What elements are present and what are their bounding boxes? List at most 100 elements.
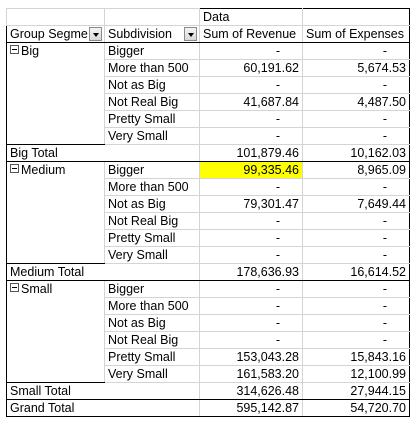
row-field-header: Subdivision <box>104 25 200 43</box>
expenses: - <box>302 280 410 298</box>
subdivision-text: More than 500 <box>108 299 189 313</box>
revenue: - <box>199 212 303 230</box>
expenses-text: 4,487.50 <box>357 95 406 109</box>
grand-total-expenses: 54,720.70 <box>302 399 410 417</box>
detail-row: More than 500 - - <box>7 178 410 196</box>
revenue-text: 161,583.20 <box>236 367 299 381</box>
collapse-button[interactable] <box>10 283 19 292</box>
revenue: 153,043.28 <box>199 348 303 366</box>
subdivision-text: Pretty Small <box>108 112 176 126</box>
filter-dropdown[interactable] <box>89 27 102 41</box>
revenue-text: - <box>275 44 280 58</box>
collapse-button[interactable] <box>10 164 19 173</box>
expenses-text: - <box>382 44 387 58</box>
total-expenses-text: 10,162.03 <box>350 146 406 160</box>
data-label: Data <box>199 8 303 26</box>
expenses: - <box>302 331 410 349</box>
subdivision: More than 500 <box>104 59 200 77</box>
total-expenses: 27,944.15 <box>302 382 410 400</box>
field-header-row: Group Segme Subdivision Sum of Revenue Sum … <box>6 25 410 43</box>
grand-total-expenses-text: 54,720.70 <box>350 401 406 415</box>
pivot-table: Data Group Segme Subdivision Sum of Revenue… <box>6 8 410 417</box>
group-name-text: Big <box>21 44 40 58</box>
total-label-text: Big Total <box>10 146 58 160</box>
subdivision-text: Bigger <box>108 44 145 58</box>
expenses-text: - <box>382 316 387 330</box>
expenses: - <box>302 297 410 315</box>
group-name: Medium <box>6 161 105 264</box>
revenue: - <box>199 127 303 145</box>
subdivision: Not as Big <box>104 314 200 332</box>
expenses: 7,649.44 <box>302 195 410 213</box>
expenses-text: - <box>382 248 387 262</box>
revenue-text: - <box>275 316 280 330</box>
data-label-text: Data <box>203 10 230 24</box>
revenue: 79,301.47 <box>199 195 303 213</box>
blank-cell <box>6 8 105 26</box>
expenses-text: - <box>382 180 387 194</box>
expenses-text: - <box>382 282 387 296</box>
subdivision: Very Small <box>104 365 200 383</box>
subdivision-text: Very Small <box>108 367 168 381</box>
revenue-text: - <box>275 214 280 228</box>
expenses-text: - <box>382 333 387 347</box>
expenses-text: - <box>382 112 387 126</box>
total-revenue-text: 178,636.93 <box>236 265 299 279</box>
subdivision-text: Bigger <box>108 163 145 177</box>
total-row: Medium Total 178,636.93 16,614.52 <box>6 263 410 281</box>
grand-total-label: Grand Total <box>6 399 200 417</box>
total-revenue: 178,636.93 <box>199 263 303 281</box>
expenses: 8,965.09 <box>302 161 410 179</box>
total-revenue: 101,879.46 <box>199 144 303 162</box>
row-field-header: Group Segme <box>6 25 105 43</box>
subdivision-text: Bigger <box>108 282 145 296</box>
subdivision-text: Very Small <box>108 248 168 262</box>
revenue-text: - <box>275 333 280 347</box>
group-name: Big <box>6 42 105 145</box>
expenses-text: 12,100.99 <box>350 367 406 381</box>
revenue: - <box>199 229 303 247</box>
subdivision: Pretty Small <box>104 348 200 366</box>
expenses-text: 15,843.16 <box>350 350 406 364</box>
expenses: - <box>302 314 410 332</box>
total-label: Big Total <box>6 144 200 162</box>
revenue-text: 79,301.47 <box>243 197 299 211</box>
subdivision: Bigger <box>104 42 200 60</box>
subdivision: Not as Big <box>104 195 200 213</box>
revenue-text: - <box>275 180 280 194</box>
grand-total-revenue: 595,142.87 <box>199 399 303 417</box>
expenses-text: - <box>382 299 387 313</box>
expenses-text: - <box>382 231 387 245</box>
subdivision-text: Not Real Big <box>108 214 179 228</box>
total-label: Medium Total <box>6 263 200 281</box>
value-field-header: Sum of Expenses <box>302 25 410 43</box>
revenue-text: - <box>275 282 280 296</box>
group-name-text: Medium <box>21 163 66 177</box>
blank-cell <box>302 8 410 26</box>
subdivision: Not Real Big <box>104 331 200 349</box>
expenses-text: - <box>382 214 387 228</box>
subdivision: Bigger <box>104 161 200 179</box>
subdivision-text: Not Real Big <box>108 95 179 109</box>
total-revenue: 314,626.48 <box>199 382 303 400</box>
revenue-text: - <box>275 231 280 245</box>
subdivision: Very Small <box>104 246 200 264</box>
collapse-button[interactable] <box>10 45 19 54</box>
expenses: 12,100.99 <box>302 365 410 383</box>
total-expenses: 16,614.52 <box>302 263 410 281</box>
subdivision: Very Small <box>104 127 200 145</box>
total-expenses-text: 16,614.52 <box>350 265 406 279</box>
total-expenses: 10,162.03 <box>302 144 410 162</box>
detail-row: Not Real Big - - <box>7 212 410 230</box>
grand-total-revenue-text: 595,142.87 <box>236 401 299 415</box>
subdivision-text: More than 500 <box>108 61 189 75</box>
expenses: - <box>302 42 410 60</box>
expenses-text: - <box>382 129 387 143</box>
revenue: - <box>199 76 303 94</box>
expenses: - <box>302 229 410 247</box>
filter-dropdown[interactable] <box>184 27 197 41</box>
detail-row: Medium Bigger 99,335.46 8,965.09 <box>6 161 410 264</box>
expenses: - <box>302 178 410 196</box>
detail-row: Not as Big - - <box>7 314 410 332</box>
revenue: 60,191.62 <box>199 59 303 77</box>
